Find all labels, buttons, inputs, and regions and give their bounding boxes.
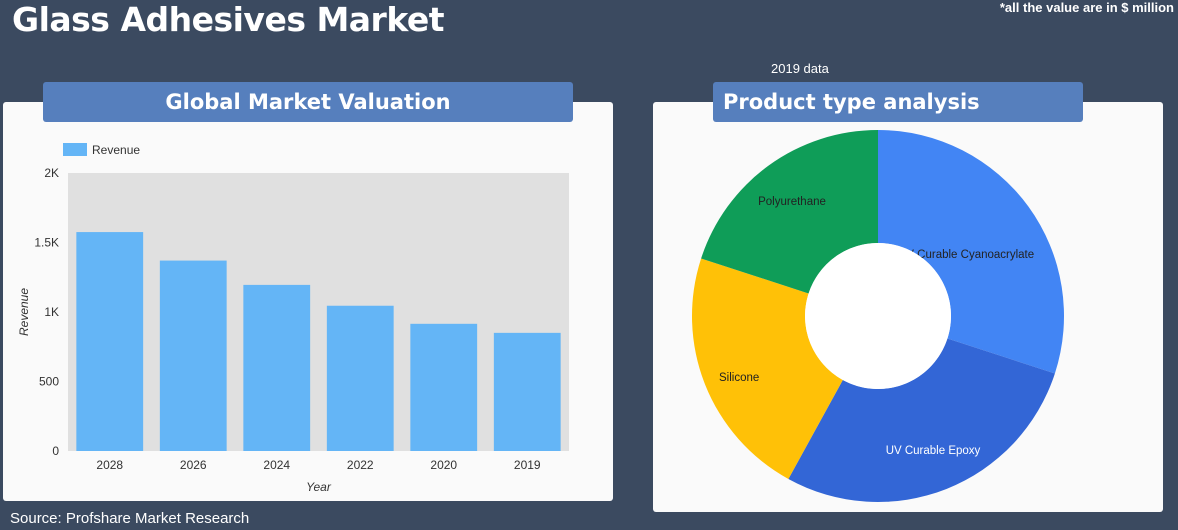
product-type-card: UV Curable Cyanoacrylate UV Curable Epoxy… <box>653 102 1163 512</box>
slice-label: UV Curable Cyanoacrylate <box>898 249 1034 261</box>
donut-slice <box>878 130 1064 374</box>
legend-swatch <box>63 143 87 156</box>
y-tick-label: 1K <box>44 305 59 319</box>
bar <box>493 332 561 451</box>
x-tick-label: 2020 <box>430 458 457 472</box>
legend-label: Revenue <box>92 143 140 157</box>
y-tick-label: 500 <box>39 375 59 389</box>
units-note: *all the value are in $ million <box>999 0 1174 15</box>
market-valuation-card: Revenue 0 500 1K 1.5K 2K 2028 2026 2024 2022 2020 2… <box>3 102 613 501</box>
bar <box>243 284 311 451</box>
donut-slice <box>692 258 843 479</box>
donut-hole <box>805 243 951 389</box>
x-tick-label: 2026 <box>180 458 207 472</box>
y-tick-label: 1.5K <box>34 236 59 250</box>
plot-area <box>68 173 569 451</box>
source-note: Source: Profshare Market Research <box>10 510 250 527</box>
y-tick-label: 0 <box>52 444 59 458</box>
slice-label: Silicone <box>719 372 759 384</box>
slice-label: Polyurethane <box>758 196 826 208</box>
bar <box>76 232 144 451</box>
x-tick-label: 2019 <box>514 458 541 472</box>
market-valuation-banner: Global Market Valuation <box>43 82 573 122</box>
x-tick-label: 2024 <box>263 458 290 472</box>
bar-chart: Revenue 0 500 1K 1.5K 2K 2028 2026 2024 2022 2020 2… <box>17 143 569 494</box>
bar <box>410 323 478 451</box>
donut-slice <box>701 130 878 294</box>
x-axis-title: Year <box>306 480 332 494</box>
bar <box>159 260 227 451</box>
page-title: Glass Adhesives Market <box>12 0 445 39</box>
donut-chart: UV Curable Cyanoacrylate UV Curable Epoxy… <box>692 130 1064 502</box>
product-type-banner: Product type analysis <box>713 82 1083 122</box>
bar <box>326 305 394 451</box>
donut-slice <box>788 338 1055 502</box>
slice-label: UV Curable Epoxy <box>886 445 981 457</box>
x-tick-label: 2028 <box>96 458 123 472</box>
x-tick-label: 2022 <box>347 458 374 472</box>
pie-subtitle: 2019 data <box>771 61 829 76</box>
y-tick-label: 2K <box>44 166 59 180</box>
y-axis-title: Revenue <box>17 288 31 336</box>
